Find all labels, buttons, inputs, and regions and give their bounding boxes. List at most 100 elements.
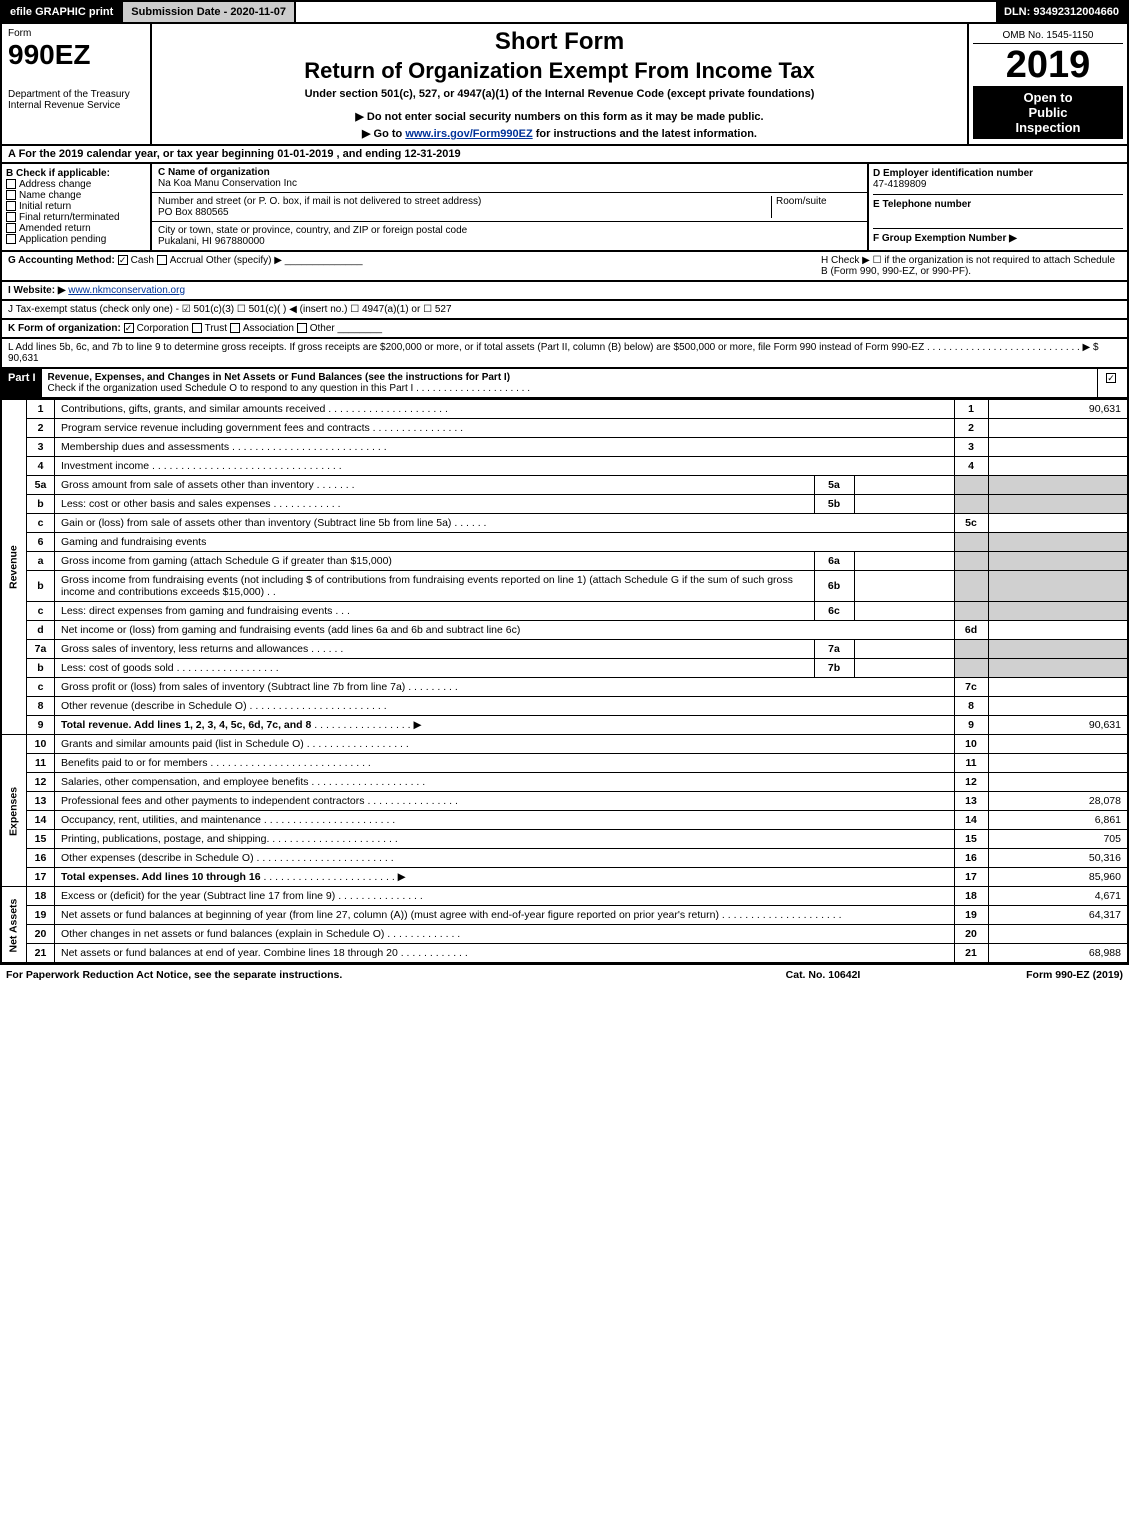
chk-address-change-label: Address change bbox=[19, 179, 91, 190]
trust-label: Trust bbox=[205, 323, 227, 334]
amt-7a-shade bbox=[988, 640, 1128, 659]
inspect-1: Open to bbox=[977, 90, 1119, 105]
ln-6c: c bbox=[27, 602, 55, 621]
amt-6b-shade bbox=[988, 571, 1128, 602]
website-link[interactable]: www.nkmconservation.org bbox=[68, 285, 185, 296]
amt-5b-shade bbox=[988, 495, 1128, 514]
l-text: L Add lines 5b, 6c, and 7b to line 9 to … bbox=[8, 342, 1099, 353]
tax-year: 2019 bbox=[973, 44, 1123, 86]
amt-11 bbox=[988, 754, 1128, 773]
desc-21: Net assets or fund balances at end of ye… bbox=[55, 944, 955, 964]
ln-13: 13 bbox=[27, 792, 55, 811]
num-6c-shade bbox=[954, 602, 988, 621]
inspect-3: Inspection bbox=[977, 120, 1119, 135]
ln-7c: c bbox=[27, 678, 55, 697]
chk-association[interactable] bbox=[230, 323, 240, 333]
desc-5b: Less: cost or other basis and sales expe… bbox=[55, 495, 815, 514]
ssn-warning: ▶ Do not enter social security numbers o… bbox=[160, 110, 959, 123]
chk-application-pending-label: Application pending bbox=[19, 234, 106, 245]
num-17: 17 bbox=[954, 868, 988, 887]
street-cell: Number and street (or P. O. box, if mail… bbox=[152, 193, 867, 222]
chk-address-change[interactable]: Address change bbox=[6, 179, 146, 190]
chk-trust[interactable] bbox=[192, 323, 202, 333]
cash-label: Cash bbox=[131, 255, 154, 266]
accrual-label: Accrual bbox=[170, 255, 203, 266]
chk-application-pending[interactable]: Application pending bbox=[6, 234, 146, 245]
sub-7a: 7a bbox=[814, 640, 854, 659]
header-center: Short Form Return of Organization Exempt… bbox=[152, 24, 967, 144]
desc-11: Benefits paid to or for members . . . . … bbox=[55, 754, 955, 773]
chk-accrual[interactable] bbox=[157, 255, 167, 265]
efile-print-button[interactable]: efile GRAPHIC print bbox=[2, 2, 121, 22]
ein-label: D Employer identification number bbox=[873, 168, 1033, 179]
chk-corporation[interactable] bbox=[124, 323, 134, 333]
num-7a-shade bbox=[954, 640, 988, 659]
box-g: G Accounting Method: Cash Accrual Other … bbox=[8, 255, 821, 277]
form-header: Form 990EZ Department of the Treasury In… bbox=[0, 24, 1129, 146]
ln-6b: b bbox=[27, 571, 55, 602]
ln-17: 17 bbox=[27, 868, 55, 887]
dept-treasury: Department of the Treasury bbox=[8, 89, 144, 100]
row-k: K Form of organization: Corporation Trus… bbox=[0, 320, 1129, 339]
chk-final-return[interactable]: Final return/terminated bbox=[6, 212, 146, 223]
other-specify-label: Other (specify) ▶ bbox=[206, 255, 282, 266]
desc-9: Total revenue. Add lines 1, 2, 3, 4, 5c,… bbox=[55, 716, 955, 735]
chk-name-change[interactable]: Name change bbox=[6, 190, 146, 201]
subtitle-code: Under section 501(c), 527, or 4947(a)(1)… bbox=[160, 88, 959, 100]
ln-11: 11 bbox=[27, 754, 55, 773]
amt-21: 68,988 bbox=[988, 944, 1128, 964]
assoc-label: Association bbox=[243, 323, 294, 334]
header-left: Form 990EZ Department of the Treasury In… bbox=[2, 24, 152, 144]
amt-8 bbox=[988, 697, 1128, 716]
form-number: 990EZ bbox=[8, 39, 144, 71]
num-6a-shade bbox=[954, 552, 988, 571]
section-a-tax-year: A For the 2019 calendar year, or tax yea… bbox=[0, 146, 1129, 164]
chk-other-org[interactable] bbox=[297, 323, 307, 333]
chk-initial-return-label: Initial return bbox=[19, 201, 71, 212]
amt-6-shade bbox=[988, 533, 1128, 552]
g-label: G Accounting Method: bbox=[8, 255, 115, 266]
num-8: 8 bbox=[954, 697, 988, 716]
part-i-checkbox[interactable] bbox=[1097, 369, 1127, 397]
subval-6a bbox=[854, 552, 954, 571]
topbar-spacer bbox=[296, 2, 996, 22]
room-suite-label: Room/suite bbox=[771, 196, 861, 218]
ln-3: 3 bbox=[27, 438, 55, 457]
num-21: 21 bbox=[954, 944, 988, 964]
chk-cash[interactable] bbox=[118, 255, 128, 265]
sub-7b: 7b bbox=[814, 659, 854, 678]
desc-15: Printing, publications, postage, and shi… bbox=[55, 830, 955, 849]
desc-7a: Gross sales of inventory, less returns a… bbox=[55, 640, 815, 659]
ln-1: 1 bbox=[27, 400, 55, 419]
submission-date: Submission Date - 2020-11-07 bbox=[121, 2, 296, 22]
amt-3 bbox=[988, 438, 1128, 457]
amt-13: 28,078 bbox=[988, 792, 1128, 811]
footer-cat-no: Cat. No. 10642I bbox=[723, 969, 923, 981]
sub-6a: 6a bbox=[814, 552, 854, 571]
net-assets-label: Net Assets bbox=[1, 887, 27, 964]
desc-16: Other expenses (describe in Schedule O) … bbox=[55, 849, 955, 868]
num-12: 12 bbox=[954, 773, 988, 792]
top-bar: efile GRAPHIC print Submission Date - 20… bbox=[0, 0, 1129, 24]
desc-6a: Gross income from gaming (attach Schedul… bbox=[55, 552, 815, 571]
ln-5a: 5a bbox=[27, 476, 55, 495]
ln-20: 20 bbox=[27, 925, 55, 944]
num-3: 3 bbox=[954, 438, 988, 457]
l-value: 90,631 bbox=[8, 353, 39, 364]
chk-amended-return[interactable]: Amended return bbox=[6, 223, 146, 234]
desc-8: Other revenue (describe in Schedule O) .… bbox=[55, 697, 955, 716]
ln-8: 8 bbox=[27, 697, 55, 716]
chk-initial-return[interactable]: Initial return bbox=[6, 201, 146, 212]
desc-13: Professional fees and other payments to … bbox=[55, 792, 955, 811]
k-label: K Form of organization: bbox=[8, 323, 121, 334]
goto-link[interactable]: www.irs.gov/Form990EZ bbox=[405, 128, 532, 140]
ln-4: 4 bbox=[27, 457, 55, 476]
amt-7b-shade bbox=[988, 659, 1128, 678]
page-footer: For Paperwork Reduction Act Notice, see … bbox=[0, 964, 1129, 985]
goto-line: ▶ Go to www.irs.gov/Form990EZ for instru… bbox=[160, 127, 959, 140]
num-5b-shade bbox=[954, 495, 988, 514]
desc-6: Gaming and fundraising events bbox=[55, 533, 955, 552]
ln-14: 14 bbox=[27, 811, 55, 830]
expenses-label: Expenses bbox=[1, 735, 27, 887]
desc-17: Total expenses. Add lines 10 through 16 … bbox=[55, 868, 955, 887]
